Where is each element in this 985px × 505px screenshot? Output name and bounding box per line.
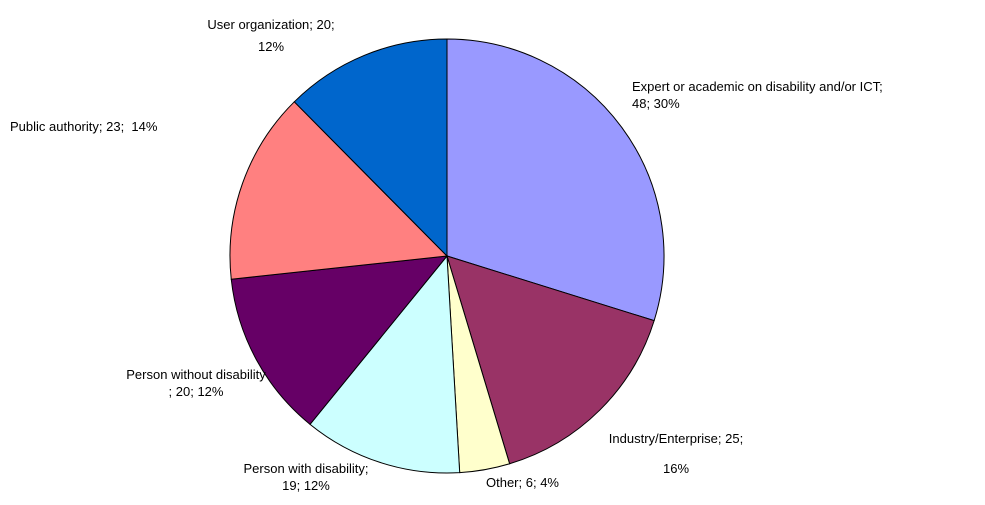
data-label: User organization; 20; 12%	[196, 14, 346, 58]
category-label: Other;	[486, 475, 523, 490]
pie-slice	[229, 101, 449, 280]
category-label: User organization;	[207, 17, 313, 32]
data-label: Public authority; 23; 14%	[10, 118, 250, 135]
pie-slice	[230, 255, 449, 426]
value-label: 23; 14%	[106, 119, 158, 134]
value-label: 20; 12%	[175, 384, 224, 399]
data-label: Person with disability; 19; 12%	[236, 460, 376, 494]
pie-slice	[293, 38, 448, 258]
value-label: 25; 16%	[662, 431, 747, 476]
pie-slice	[446, 38, 665, 322]
category-label: Person with disability;	[243, 461, 369, 476]
data-label: Person without disability ; 20; 12%	[124, 366, 268, 400]
pie-slice	[446, 255, 655, 465]
data-label: Industry/Enterprise; 25; 16%	[596, 424, 756, 484]
category-label: Industry/Enterprise;	[608, 431, 722, 446]
category-label: Expert or academic on disability and/or …	[632, 79, 883, 94]
data-label: Expert or academic on disability and/or …	[632, 78, 892, 112]
category-label: Person without disability ;	[126, 367, 270, 399]
value-label: 6; 4%	[525, 475, 559, 490]
category-label: Public authority;	[10, 119, 103, 134]
value-label: 19; 12%	[282, 478, 330, 493]
value-label: 48; 30%	[632, 96, 680, 111]
value-label: 20; 12%	[257, 17, 339, 54]
data-label: Other; 6; 4%	[486, 474, 606, 491]
pie-slice	[309, 254, 461, 474]
